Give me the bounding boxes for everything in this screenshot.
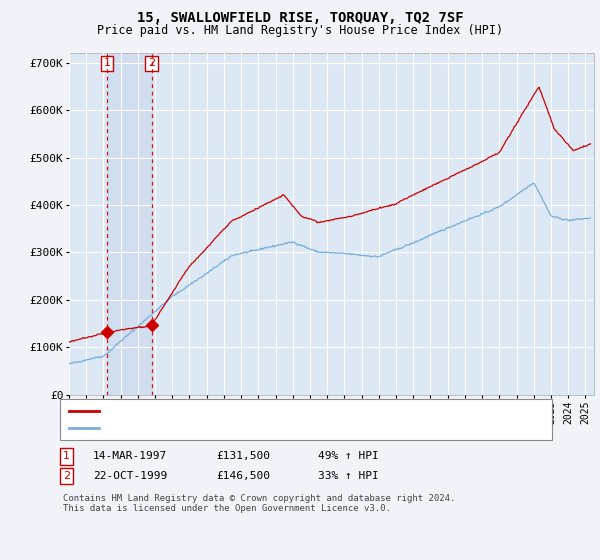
- Text: Price paid vs. HM Land Registry's House Price Index (HPI): Price paid vs. HM Land Registry's House …: [97, 24, 503, 37]
- Text: £131,500: £131,500: [216, 451, 270, 461]
- Text: Contains HM Land Registry data © Crown copyright and database right 2024.
This d: Contains HM Land Registry data © Crown c…: [63, 494, 455, 514]
- Text: 22-OCT-1999: 22-OCT-1999: [93, 471, 167, 481]
- Text: 1: 1: [103, 58, 110, 68]
- Text: 2: 2: [148, 58, 155, 68]
- Text: 14-MAR-1997: 14-MAR-1997: [93, 451, 167, 461]
- Text: 15, SWALLOWFIELD RISE, TORQUAY, TQ2 7SF: 15, SWALLOWFIELD RISE, TORQUAY, TQ2 7SF: [137, 11, 463, 25]
- Bar: [107, 53, 152, 395]
- Text: 2: 2: [63, 471, 70, 481]
- Text: HPI: Average price, detached house, Torbay: HPI: Average price, detached house, Torb…: [103, 422, 366, 432]
- Text: 33% ↑ HPI: 33% ↑ HPI: [318, 471, 379, 481]
- Text: 1: 1: [63, 451, 70, 461]
- Text: 15, SWALLOWFIELD RISE, TORQUAY, TQ2 7SF (detached house): 15, SWALLOWFIELD RISE, TORQUAY, TQ2 7SF …: [103, 404, 453, 414]
- Text: 49% ↑ HPI: 49% ↑ HPI: [318, 451, 379, 461]
- Text: £146,500: £146,500: [216, 471, 270, 481]
